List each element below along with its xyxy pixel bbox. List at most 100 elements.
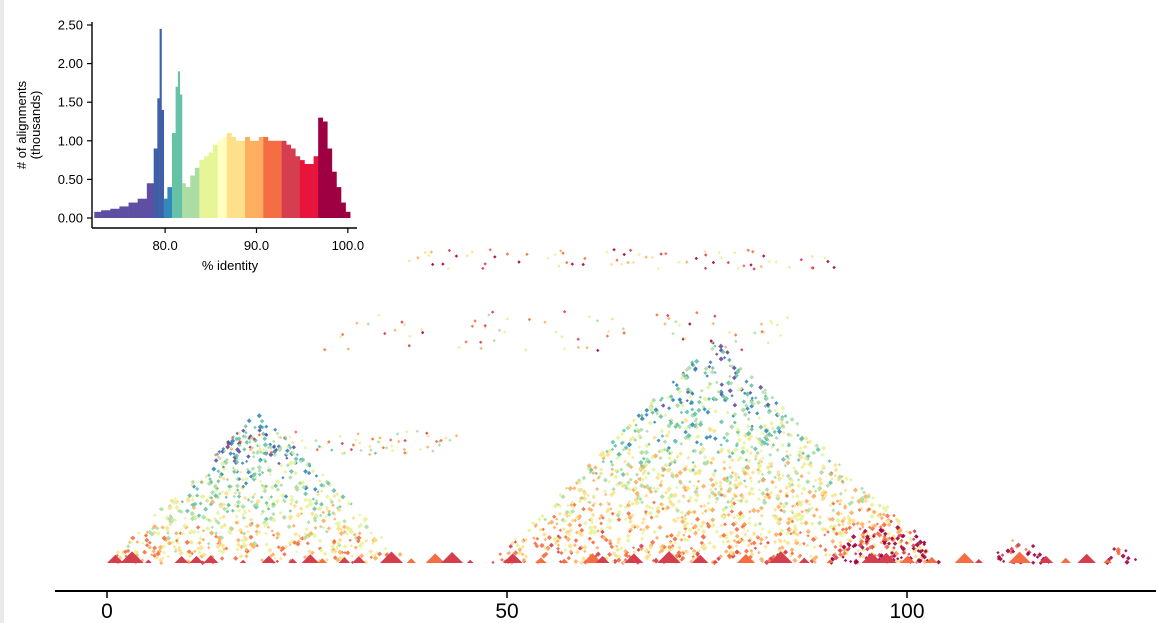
heatmap-cell bbox=[236, 508, 242, 513]
heatmap-cell bbox=[575, 530, 579, 535]
heatmap-cell bbox=[709, 507, 716, 513]
heatmap-cell bbox=[237, 443, 242, 448]
heatmap-cell bbox=[631, 455, 635, 460]
heatmap-cell bbox=[610, 467, 615, 472]
heatmap-cell bbox=[728, 381, 734, 386]
histogram-bar bbox=[263, 136, 269, 218]
heatmap-cell bbox=[799, 521, 804, 526]
heatmap-cell bbox=[663, 463, 669, 468]
heatmap-cell bbox=[508, 544, 513, 549]
heatmap-cell bbox=[720, 349, 726, 355]
histogram-bar bbox=[157, 98, 160, 218]
heatmap-cell bbox=[652, 420, 657, 424]
heatmap-cell bbox=[805, 453, 811, 459]
heatmap-cell bbox=[335, 492, 340, 496]
heatmap-cell bbox=[920, 548, 925, 553]
heatmap-cell bbox=[611, 487, 616, 492]
heatmap-cell bbox=[891, 553, 897, 558]
heatmap-cell bbox=[299, 511, 304, 516]
heatmap-cell bbox=[135, 540, 140, 544]
heatmap-cell bbox=[892, 513, 896, 518]
heatmap-cell bbox=[723, 522, 727, 527]
heatmap-cell bbox=[790, 482, 795, 487]
heatmap-cell bbox=[524, 537, 528, 542]
heatmap-cell bbox=[249, 438, 253, 442]
histogram-bar bbox=[199, 160, 205, 218]
heatmap-cell bbox=[161, 535, 167, 541]
heatmap-cell bbox=[762, 423, 768, 429]
heatmap-cell bbox=[272, 500, 276, 504]
heatmap-cell bbox=[679, 375, 685, 381]
heatmap-cell bbox=[213, 493, 219, 499]
heatmap-cell bbox=[520, 552, 525, 557]
heatmap-cell bbox=[756, 400, 761, 405]
heatmap-cell bbox=[750, 470, 756, 475]
heatmap-cell bbox=[686, 455, 691, 461]
heatmap-cell bbox=[241, 477, 246, 482]
heatmap-cell bbox=[847, 517, 853, 523]
heatmap-cell bbox=[591, 471, 596, 475]
heatmap-cell bbox=[729, 551, 733, 556]
heatmap-cell bbox=[710, 369, 715, 375]
histogram-bar bbox=[267, 140, 273, 218]
heatmap-cell bbox=[556, 546, 561, 551]
heatmap-cell bbox=[848, 510, 855, 516]
heatmap-cell bbox=[716, 389, 721, 394]
heatmap-local-triangle bbox=[338, 557, 351, 563]
heatmap-cell bbox=[665, 534, 669, 539]
heatmap-cell bbox=[665, 448, 670, 453]
heatmap-cell bbox=[335, 505, 340, 511]
heatmap-cell bbox=[764, 535, 769, 540]
heatmap-cell bbox=[565, 260, 569, 265]
heatmap-local-triangle bbox=[189, 555, 204, 563]
heatmap-cell bbox=[733, 251, 737, 255]
heatmap-cell bbox=[766, 341, 770, 345]
genome-position-axis: 0 50 100 bbox=[55, 590, 1156, 623]
heatmap-cell bbox=[779, 508, 783, 513]
heatmap-local-triangle bbox=[624, 553, 644, 563]
heatmap-cell bbox=[658, 414, 664, 420]
heatmap-local-triangle bbox=[107, 554, 124, 563]
heatmap-cell bbox=[727, 358, 732, 363]
heatmap-cell bbox=[291, 460, 297, 466]
heatmap-local-triangle bbox=[798, 557, 810, 563]
heatmap-cell bbox=[268, 473, 272, 477]
heatmap-cell bbox=[141, 541, 145, 545]
heatmap-cell bbox=[711, 544, 717, 550]
heatmap-cell bbox=[828, 524, 834, 530]
heatmap-cell bbox=[604, 492, 608, 497]
heatmap-cell bbox=[627, 514, 633, 521]
heatmap-cell bbox=[721, 394, 726, 399]
heatmap-cell bbox=[767, 529, 772, 535]
heatmap-cell bbox=[1001, 559, 1006, 564]
heatmap-cell bbox=[581, 262, 585, 267]
heatmap-cell bbox=[570, 509, 576, 514]
heatmap-cell bbox=[750, 424, 754, 428]
heatmap-cell bbox=[817, 476, 823, 482]
heatmap-cell bbox=[713, 370, 717, 375]
heatmap-cell bbox=[866, 507, 871, 512]
heatmap-cell bbox=[685, 399, 689, 403]
heatmap-cell bbox=[805, 479, 811, 485]
heatmap-cell bbox=[777, 546, 782, 550]
heatmap-cell bbox=[583, 520, 588, 526]
heatmap-cell bbox=[672, 536, 678, 542]
heatmap-cell bbox=[615, 547, 620, 553]
heatmap-cell bbox=[559, 550, 564, 556]
heatmap-cell bbox=[421, 330, 425, 335]
heatmap-cell bbox=[687, 534, 692, 539]
heatmap-cell bbox=[318, 524, 323, 529]
heatmap-cell bbox=[770, 395, 775, 400]
heatmap-cell bbox=[839, 512, 844, 516]
heatmap-cell bbox=[244, 554, 249, 559]
heatmap-cell bbox=[561, 251, 565, 255]
heatmap-cell bbox=[732, 411, 738, 417]
heatmap-cell bbox=[168, 514, 173, 518]
heatmap-cell bbox=[610, 317, 614, 321]
heatmap-cell bbox=[262, 488, 268, 494]
heatmap-cell bbox=[869, 537, 874, 541]
heatmap-cell bbox=[773, 408, 777, 413]
histogram-bar bbox=[304, 163, 310, 218]
heatmap-cell bbox=[700, 520, 706, 526]
heatmap-cell bbox=[246, 498, 251, 502]
